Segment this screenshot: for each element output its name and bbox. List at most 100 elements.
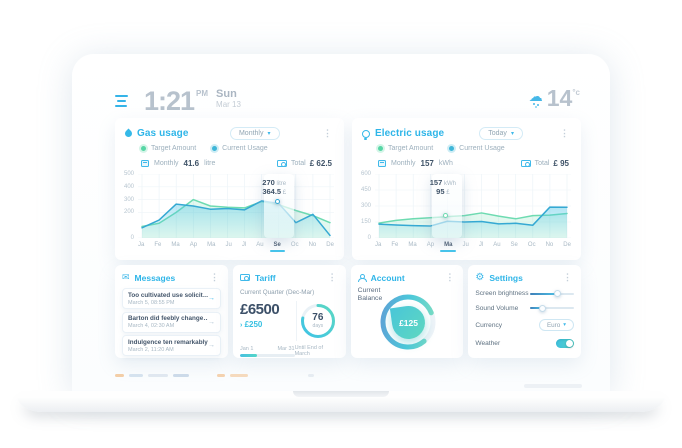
month-label[interactable]: Oc — [527, 242, 536, 248]
month-label[interactable]: Ma — [408, 242, 417, 248]
month-label[interactable]: Ju — [225, 242, 232, 248]
month-label[interactable]: De — [326, 242, 334, 248]
widget-cards-row: ✉ Messages ⋮ Too cultivated use solicitu… — [115, 265, 582, 358]
gas-usage-card: Gas usage Monthly ▾ ⋮ Target Amount Curr… — [115, 118, 344, 260]
y-tick-label: 150 — [360, 219, 371, 225]
month-label[interactable]: Ap — [189, 242, 198, 248]
tariff-card: Tariff ⋮ Current Quarter (Dec-Mar) £6500… — [233, 265, 346, 358]
gas-kebab-menu[interactable]: ⋮ — [322, 128, 332, 138]
plot-area: 270 litre 364.5 £ — [138, 173, 334, 239]
account-kebab-menu[interactable]: ⋮ — [445, 272, 455, 282]
temperature-value: 14 — [546, 85, 573, 111]
settings-card: ⚙ Settings ⋮ Screen brightness Sound Vol… — [468, 265, 582, 358]
messages-kebab-menu[interactable]: ⋮ — [210, 272, 219, 282]
tariff-delta: › £250 — [240, 320, 263, 329]
electric-period-dropdown[interactable]: Today ▾ — [479, 127, 523, 140]
message-item[interactable]: Barton did feebly change man March 4, 02… — [122, 311, 221, 333]
month-label[interactable]: Se — [269, 242, 286, 252]
month-label[interactable]: Ap — [426, 242, 435, 248]
y-tick-label: 200 — [123, 209, 134, 216]
clock-date: Mar 13 — [216, 100, 241, 109]
setting-row-currency: Currency Euro ▾ — [475, 319, 575, 331]
tariff-title: Tariff — [255, 272, 276, 283]
calendar-icon — [378, 160, 386, 167]
gas-droplet-icon — [123, 128, 134, 139]
month-label[interactable]: Se — [510, 242, 518, 248]
range-end: Mar 31 — [277, 346, 295, 352]
slider-thumb[interactable] — [553, 290, 561, 297]
electric-kebab-menu[interactable]: ⋮ — [559, 128, 569, 138]
legend-target-amount[interactable]: Target Amount — [378, 145, 433, 152]
envelope-icon: ✉ — [122, 272, 130, 282]
days-progress-ring: 76 days — [298, 301, 338, 341]
y-tick-label: 0 — [367, 235, 371, 241]
laptop-screen: 1:21 PM Sun Mar 13 ☁ 14 °c Gas usage — [72, 54, 610, 392]
month-label[interactable]: Jl — [478, 242, 484, 248]
month-label[interactable]: Fe — [391, 242, 399, 248]
y-tick-label: 500 — [123, 171, 134, 177]
messages-card: ✉ Messages ⋮ Too cultivated use solicitu… — [115, 265, 228, 358]
cash-icon — [240, 274, 250, 281]
menu-button[interactable] — [115, 95, 128, 109]
target-dot-icon — [141, 146, 146, 151]
volume-slider[interactable] — [530, 304, 575, 312]
month-label[interactable]: No — [545, 242, 554, 248]
month-label[interactable]: No — [308, 242, 317, 248]
message-item[interactable]: Indulgence ten remarkably March 2, 11:20… — [122, 335, 221, 356]
currency-dropdown[interactable]: Euro ▾ — [538, 319, 575, 331]
month-label[interactable]: Fe — [154, 242, 162, 248]
month-label[interactable]: Au — [493, 242, 501, 248]
arrow-right-icon: → — [208, 342, 215, 349]
month-label[interactable]: De — [563, 242, 571, 248]
message-item[interactable]: Too cultivated use solicitude March 5, 0… — [122, 288, 221, 309]
statusbar: 1:21 PM Sun Mar 13 ☁ 14 °c — [115, 86, 580, 120]
legend-current-usage[interactable]: Current Usage — [212, 145, 268, 152]
gear-icon: ⚙ — [475, 271, 485, 283]
cash-icon — [276, 160, 287, 167]
tariff-kebab-menu[interactable]: ⋮ — [327, 272, 337, 282]
settings-kebab-menu[interactable]: ⋮ — [563, 272, 573, 282]
clock: 1:21 PM Sun Mar 13 — [144, 86, 241, 116]
brightness-slider[interactable] — [530, 290, 575, 297]
electric-legend: Target Amount Current Usage — [378, 145, 571, 152]
cash-icon — [520, 160, 531, 167]
clock-time: 1:21 — [144, 86, 195, 116]
account-card: Account ⋮ Current Balance — [350, 265, 464, 358]
quarter-range: Jan 1 Mar 31 — [240, 346, 295, 357]
y-tick-label: 0 — [130, 235, 134, 241]
slider-thumb[interactable] — [538, 304, 546, 312]
gas-period-dropdown[interactable]: Monthly ▾ — [229, 127, 280, 140]
x-axis: Ja Fe Ma Ap Ma Ju Jl Au Se Oc No De — [375, 238, 571, 252]
month-label[interactable]: Jl — [241, 242, 247, 248]
month-label[interactable]: Au — [256, 242, 264, 248]
balance-value: £125 — [398, 317, 418, 328]
gas-meta-value: 41.6 — [183, 159, 200, 168]
legend-current-usage[interactable]: Current Usage — [449, 145, 505, 152]
current-dot-icon — [212, 146, 218, 151]
clock-meridiem: PM — [196, 89, 209, 98]
tariff-footnote: Until End of March — [294, 345, 324, 357]
usage-cards-row: Gas usage Monthly ▾ ⋮ Target Amount Curr… — [115, 118, 581, 260]
weather-toggle[interactable] — [556, 338, 575, 348]
tariff-amount: £6500 — [240, 301, 280, 318]
month-label[interactable]: Ja — [375, 242, 382, 248]
clock-day: Sun — [216, 88, 237, 100]
electric-meta-value: 157 — [420, 159, 434, 168]
y-tick-label: 450 — [360, 187, 371, 193]
month-label[interactable]: Oc — [290, 242, 299, 248]
month-label[interactable]: Ju — [462, 242, 469, 248]
month-label[interactable]: Ma — [439, 242, 457, 252]
month-label[interactable]: Ja — [138, 242, 145, 248]
legend-target-amount[interactable]: Target Amount — [141, 145, 196, 152]
gas-total-value: £ 62.5 — [309, 159, 332, 168]
month-label[interactable]: Ma — [207, 242, 216, 248]
y-tick-label: 300 — [360, 203, 371, 209]
month-label[interactable]: Ma — [171, 242, 180, 248]
highlight-column: 270 litre 364.5 £ — [262, 174, 294, 238]
rain-cloud-icon: ☁ — [528, 88, 543, 105]
balance-gauge: £125 — [377, 291, 439, 353]
bulb-icon — [362, 129, 370, 140]
chevron-down-icon: ▾ — [510, 131, 514, 137]
y-tick-label: 300 — [123, 196, 134, 203]
electric-total-value: £ 95 — [553, 159, 569, 168]
